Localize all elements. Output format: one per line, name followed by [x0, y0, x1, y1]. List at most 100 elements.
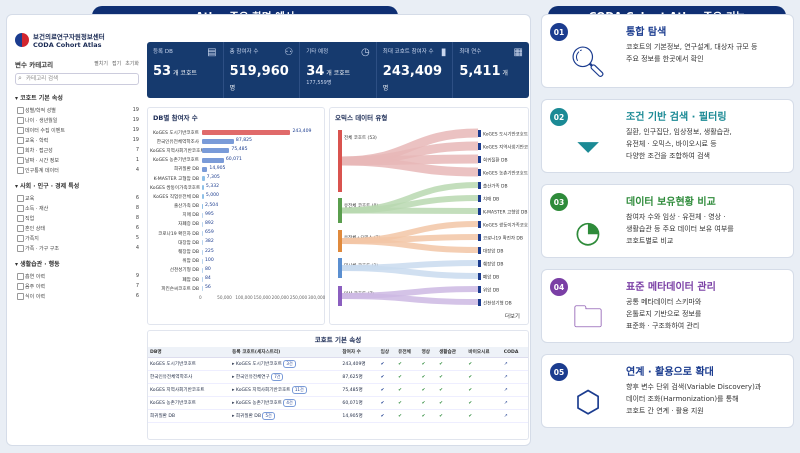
bar [202, 139, 234, 145]
table-row[interactable]: KoGES 농촌기반코호트 ▸ KoGES 농촌기반코호트 4건 60,071명 ✔ ✔… [148, 396, 528, 410]
cohort-link[interactable]: ▸ KoGES 농촌기반코호트 [232, 401, 284, 406]
category-item[interactable]: 가족지 5 [15, 233, 139, 243]
cohort-link[interactable]: ▸ KoGES 도시기반코호트 [232, 362, 284, 367]
category-item[interactable]: 데이터 수집 이벤트 19 [15, 125, 139, 135]
stat-label: 최대 연수 [459, 49, 482, 55]
bar-track: 14,905 [202, 166, 320, 172]
external-link-icon[interactable]: ↗ [501, 396, 528, 410]
check-icon: ✔ [466, 370, 502, 384]
bar [202, 166, 208, 172]
category-item[interactable]: 직업 8 [15, 213, 139, 223]
check-icon: ✔ [466, 396, 502, 410]
expand-button[interactable]: 펼치기 [94, 61, 108, 67]
table-row[interactable]: KoGES 지역사회기반코호트 ▸ KoGES 지역사회기반코호트 11건 75,4… [148, 383, 528, 397]
bar-track: 2,504 [202, 203, 320, 209]
table-row[interactable]: 한국인유전체역학조사 ▸ 한국인유전체연구 7건 87,625명 ✔ ✔ ✔ ✔ ✔ ↗ [148, 370, 528, 384]
bar [202, 277, 203, 283]
external-link-icon[interactable]: ↗ [501, 370, 528, 384]
count-badge: 3건 [283, 360, 296, 368]
category-item[interactable]: 소득 · 재산 8 [15, 203, 139, 213]
check-icon: ✔ [466, 409, 502, 423]
sankey-target-node [478, 195, 481, 202]
check-icon: ✔ [437, 396, 467, 410]
stat-card: 등록 DB 53 개 코호트 ▤ [147, 42, 224, 98]
category-item[interactable]: 식이 이력 6 [15, 291, 139, 301]
check-icon: ✔ [396, 370, 420, 384]
collapse-button[interactable]: 접기 [111, 61, 122, 67]
sankey-source-node [338, 198, 342, 223]
cohort-link[interactable]: ▸ 희귀질환 DB [232, 414, 263, 419]
bar-category-label: K-MASTER 고형암 DB [153, 176, 199, 182]
registered-cohort-cell[interactable]: ▸ KoGES 지역사회기반코호트 11건 [230, 383, 341, 397]
more-button[interactable]: 더보기 [504, 314, 520, 320]
check-icon: ✔ [466, 383, 502, 397]
bar [202, 258, 203, 264]
sankey-target-label: 선천성기형 DB [483, 300, 512, 307]
cohort-link[interactable]: ▸ 한국인유전체연구 [232, 375, 272, 380]
stat-value: 519,960 명 [229, 64, 289, 92]
category-item-label: 데이터 수집 이벤트 [25, 127, 65, 134]
table-row[interactable]: 희귀질환 DB ▸ 희귀질환 DB 5건 14,905명 ✔ ✔ ✔ ✔ ✔ ↗ [148, 409, 528, 423]
reset-button[interactable]: 초기화 [125, 61, 139, 67]
participants-cell: 14,905명 [340, 409, 379, 423]
category-item[interactable]: 교육 · 학력 19 [15, 135, 139, 145]
category-item[interactable]: 가족 · 가구 구조 4 [15, 243, 139, 253]
category-item-count: 6 [135, 292, 139, 299]
bar-track: 659 [202, 230, 320, 237]
cohort-link[interactable]: ▸ KoGES 지역사회기반코호트 [232, 388, 292, 393]
registered-cohort-cell[interactable]: ▸ 한국인유전체연구 7건 [230, 370, 341, 384]
check-icon: ✔ [378, 370, 397, 384]
calendar-icon: ▦ [513, 47, 523, 58]
db-name-cell: KoGES 농촌기반코호트 [148, 396, 231, 410]
cohort-table: DB명 등록 코호트(세자스트리) 참여자 수 임상 유전체 영상 생활습관 바이오시료 COD… [148, 347, 528, 423]
category-item[interactable]: 날짜 · 시간 정보 1 [15, 155, 139, 165]
registered-cohort-cell[interactable]: ▸ KoGES 도시기반코호트 3건 [230, 357, 341, 371]
bar [202, 286, 203, 292]
feature-description: 향후 변수 단위 검색(Variable Discovery)과 데이터 조화(H… [626, 381, 791, 417]
axis-tick-label: 300,000 [308, 295, 326, 301]
category-group[interactable]: ▾ 생활습관 · 행동 [15, 261, 60, 268]
category-item[interactable]: 교육 6 [15, 193, 139, 203]
category-item[interactable]: 인구통계 데이터 4 [15, 165, 139, 175]
magnifier-icon: 🔍︎ [568, 45, 608, 80]
category-group[interactable]: ▾ 코호트 기본 속성 [15, 95, 63, 102]
bar-row: 코로나19 확진자 DB 659 [150, 229, 320, 238]
sankey-source-node [338, 258, 342, 278]
external-link-icon[interactable]: ↗ [501, 383, 528, 397]
category-item[interactable]: 음주 이력 7 [15, 281, 139, 291]
category-group[interactable]: ▾ 사회 · 인구 · 경제 특성 [15, 183, 80, 190]
bar-row: 치매 DB 995 [150, 211, 320, 220]
registered-cohort-cell[interactable]: ▸ 희귀질환 DB 5건 [230, 409, 341, 423]
bar [202, 221, 203, 227]
stat-value: 243,409 명 [382, 64, 442, 92]
table-header-cell: 임상 [378, 347, 397, 358]
stat-card: 최대 코호트 참여자 수 243,409 명 ▮ [377, 42, 454, 98]
main-content: 등록 DB 53 개 코호트 ▤ 총 참여자 수 519,960 명 ⚇ 기타 예정 34 개… [147, 42, 529, 98]
stat-card: 총 참여자 수 519,960 명 ⚇ [224, 42, 301, 98]
category-item[interactable]: 성별/학적 성별 19 [15, 105, 139, 115]
registered-cohort-cell[interactable]: ▸ KoGES 농촌기반코호트 4건 [230, 396, 341, 410]
bar-track: 892 [202, 221, 320, 227]
category-item-label: 인구통계 데이터 [25, 167, 59, 174]
category-item[interactable]: 흡연 이력 9 [15, 271, 139, 281]
category-item[interactable]: 나이 · 생년월일 19 [15, 115, 139, 125]
bar-row: KoGES 직업유전체 DB 5,000 [150, 192, 320, 201]
category-item[interactable]: 혼인 상태 6 [15, 223, 139, 233]
external-link-icon[interactable]: ↗ [501, 409, 528, 423]
check-icon: ✔ [378, 357, 397, 371]
db-name-cell: 한국인유전체역학조사 [148, 370, 231, 384]
sankey-flow [341, 156, 479, 177]
feature-number: 01 [550, 23, 568, 41]
feature-number: 03 [550, 193, 568, 211]
sankey-target-label: KoGES 농촌기반코호트 [483, 170, 528, 177]
feature-description-line: 주요 정보를 한곳에서 확인 [626, 55, 704, 63]
bar [202, 212, 203, 218]
feature-title: 표준 메타데이터 관리 [626, 282, 716, 293]
category-search-input[interactable]: 카테고리 검색 [15, 73, 139, 85]
bar-track: 7,305 [202, 175, 320, 182]
sankey-source-label: 전체 코호트 (53) [344, 134, 377, 141]
category-item[interactable]: 회차 · 접근성 7 [15, 145, 139, 155]
external-link-icon[interactable]: ↗ [501, 357, 528, 371]
table-row[interactable]: KoGES 도시기반코호트 ▸ KoGES 도시기반코호트 3건 243,409명 ✔… [148, 357, 528, 371]
